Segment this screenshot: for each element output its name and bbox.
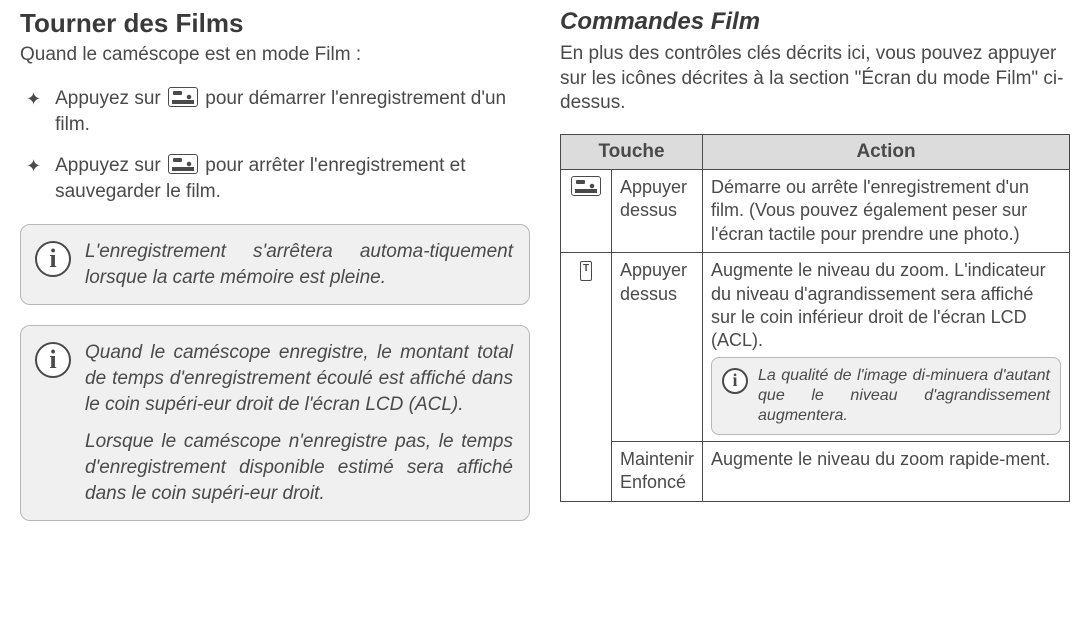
note-text: Quand le caméscope enregistre, le montan… bbox=[85, 340, 513, 506]
row-action: Démarre ou arrête l'enregistrement d'un … bbox=[703, 170, 1070, 253]
row-icon-cell bbox=[561, 170, 612, 253]
row-icon-cell bbox=[561, 253, 612, 501]
note-paragraph: Quand le caméscope enregistre, le montan… bbox=[85, 340, 513, 417]
bullet-marker-icon: ✦ bbox=[26, 86, 41, 113]
note-text: L'enregistrement s'arrêtera automa-tique… bbox=[85, 239, 513, 290]
bullet-pre: Appuyez sur bbox=[55, 155, 166, 176]
camera-icon bbox=[571, 176, 601, 196]
note-paragraph: Lorsque le caméscope n'enregistre pas, l… bbox=[85, 429, 513, 506]
camera-icon bbox=[168, 87, 198, 107]
info-note-inline: i La qualité de l'image di-minuera d'aut… bbox=[711, 357, 1061, 435]
info-icon: i bbox=[35, 241, 71, 277]
header-action: Action bbox=[703, 135, 1070, 170]
table-row: Appuyer dessus Augmente le niveau du zoo… bbox=[561, 253, 1070, 442]
bullet-text: Appuyez sur pour arrêter l'enregistremen… bbox=[55, 153, 530, 206]
row-action-text: Augmente le niveau du zoom. L'indicateur… bbox=[711, 260, 1046, 350]
left-column: Tourner des Films Quand le caméscope est… bbox=[20, 8, 530, 620]
right-intro: En plus des contrôles clés décrits ici, … bbox=[560, 42, 1070, 116]
left-intro: Quand le caméscope est en mode Film : bbox=[20, 43, 530, 68]
bullet-pre: Appuyez sur bbox=[55, 88, 166, 109]
info-note: i L'enregistrement s'arrêtera automa-tiq… bbox=[20, 224, 530, 305]
row-touche: Appuyer dessus bbox=[612, 170, 703, 253]
right-column: Commandes Film En plus des contrôles clé… bbox=[560, 8, 1070, 620]
row-action: Augmente le niveau du zoom. L'indicateur… bbox=[703, 253, 1070, 442]
table-row: Maintenir Enfoncé Augmente le niveau du … bbox=[561, 441, 1070, 501]
bullet-marker-icon: ✦ bbox=[26, 153, 41, 180]
bullet-item: ✦ Appuyez sur pour démarrer l'enregistre… bbox=[20, 86, 530, 139]
note-text: La qualité de l'image di-minuera d'autan… bbox=[758, 366, 1050, 426]
controls-table: Touche Action Appuyer dessus Démarre ou … bbox=[560, 134, 1070, 502]
bullet-item: ✦ Appuyez sur pour arrêter l'enregistrem… bbox=[20, 153, 530, 206]
table-row: Appuyer dessus Démarre ou arrête l'enreg… bbox=[561, 170, 1070, 253]
camera-icon bbox=[168, 154, 198, 174]
info-icon: i bbox=[35, 342, 71, 378]
bullet-text: Appuyez sur pour démarrer l'enregistreme… bbox=[55, 86, 530, 139]
row-action: Augmente le niveau du zoom rapide-ment. bbox=[703, 441, 1070, 501]
right-title: Commandes Film bbox=[560, 8, 1070, 36]
row-touche: Maintenir Enfoncé bbox=[612, 441, 703, 501]
info-icon: i bbox=[722, 368, 748, 394]
zoom-icon bbox=[580, 261, 592, 281]
row-touche: Appuyer dessus bbox=[612, 253, 703, 442]
header-touche: Touche bbox=[561, 135, 703, 170]
bullet-list: ✦ Appuyez sur pour démarrer l'enregistre… bbox=[20, 86, 530, 206]
left-title: Tourner des Films bbox=[20, 8, 530, 39]
info-note: i Quand le caméscope enregistre, le mont… bbox=[20, 325, 530, 521]
